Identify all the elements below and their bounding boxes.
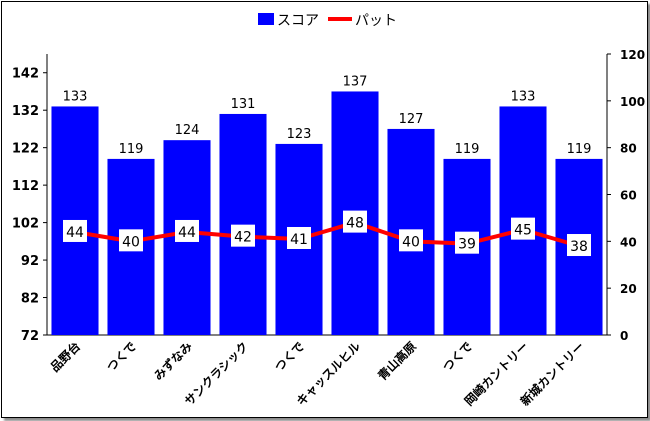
category-label: つくで — [104, 339, 139, 374]
score-value-label: 123 — [287, 127, 312, 142]
score-value-label: 127 — [399, 112, 424, 127]
score-value-label: 133 — [63, 89, 88, 104]
category-label: つくで — [440, 339, 475, 374]
legend-label-score: スコア — [277, 13, 319, 29]
y-right-tick-label: 0 — [620, 329, 628, 343]
y-right-tick-label: 60 — [620, 189, 637, 203]
putt-label-box — [343, 210, 367, 233]
putt-value-label: 40 — [122, 234, 140, 250]
putt-label-box — [399, 229, 423, 252]
legend: スコア パット — [258, 13, 397, 29]
score-value-label: 119 — [455, 142, 480, 157]
putt-value-label: 44 — [66, 225, 84, 241]
putt-value-label: 45 — [514, 223, 532, 239]
category-label: みずなみ — [151, 339, 196, 384]
y-right-tick-label: 80 — [620, 142, 637, 156]
putt-label-box — [455, 231, 479, 254]
putt-label-box — [287, 226, 311, 249]
putt-label-box — [63, 219, 87, 242]
y-left-tick-label: 112 — [12, 179, 39, 194]
y-right-tick-label: 100 — [620, 95, 645, 109]
putt-label-box — [119, 229, 143, 252]
putt-label-box — [511, 217, 535, 240]
y-right-tick-label: 40 — [620, 235, 637, 249]
score-value-label: 119 — [567, 142, 592, 157]
score-value-label: 133 — [511, 89, 536, 104]
y-right-tick-label: 120 — [620, 48, 645, 62]
y-left-tick-label: 72 — [21, 329, 39, 344]
legend-label-putt: パット — [355, 13, 397, 29]
y-left-tick-label: 142 — [12, 67, 39, 82]
legend-swatch-score — [258, 13, 274, 25]
putt-label-box — [175, 219, 199, 242]
putt-label-box — [567, 234, 591, 257]
y-left-tick-label: 102 — [12, 217, 39, 232]
y-left-tick-label: 82 — [21, 292, 39, 307]
y-left-tick-label: 122 — [12, 142, 39, 157]
score-value-label: 131 — [231, 97, 256, 112]
putt-label-box — [231, 224, 255, 247]
score-value-label: 124 — [175, 123, 200, 138]
putt-value-label: 40 — [402, 234, 420, 250]
score-value-label: 119 — [119, 142, 144, 157]
putt-value-label: 44 — [178, 225, 196, 241]
y-right-tick-label: 20 — [620, 282, 637, 296]
y-left-tick-label: 92 — [21, 254, 39, 269]
putt-value-label: 41 — [290, 232, 308, 248]
score-value-label: 137 — [343, 74, 368, 89]
category-label: 品野台 — [47, 339, 83, 375]
putt-value-label: 48 — [346, 216, 364, 232]
category-label: つくで — [272, 339, 307, 374]
putt-value-label: 38 — [570, 239, 588, 255]
putt-value-label: 39 — [458, 237, 476, 253]
putt-value-label: 42 — [234, 230, 252, 246]
category-label: 青山高原 — [375, 339, 420, 384]
score-bar — [219, 113, 267, 336]
putt-line — [74, 220, 580, 248]
y-left-tick-label: 132 — [12, 104, 39, 119]
